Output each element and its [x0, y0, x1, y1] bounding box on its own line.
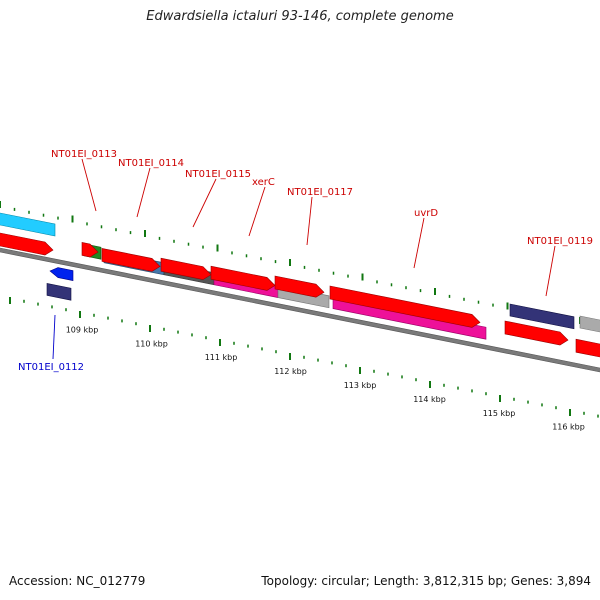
leader-uvrD [413, 217, 425, 269]
leader-NT01EI_0114 [136, 167, 151, 218]
cds-arrow-NT01EI_0115 [160, 257, 212, 280]
cds-arrow-0 [0, 232, 54, 256]
gene-label-NT01EI_0113: NT01EI_0113 [51, 149, 117, 160]
kbp-label: 111 kbp [205, 353, 238, 362]
cds-arrow-uvrD [329, 285, 481, 328]
kbp-label: 115 kbp [483, 409, 516, 418]
cds-arrow-right-edge [575, 338, 600, 358]
kbp-label: 112 kbp [274, 367, 307, 376]
cds-arrow-xerC [210, 265, 276, 291]
leader-NT01EI_0112 [52, 314, 56, 360]
kbp-label: 114 kbp [413, 395, 446, 404]
accession-label: Accession: NC_012779 [9, 574, 146, 588]
gene-label-NT01EI_0119: NT01EI_0119 [527, 236, 593, 247]
leader-NT01EI_0115 [192, 178, 217, 228]
gene-band-0 [0, 212, 56, 237]
cds-arrow-NT01EI_0113 [81, 242, 99, 258]
leader-NT01EI_0113 [81, 158, 97, 212]
gene-band-NT01EI_0119 [509, 303, 575, 330]
cds-arrow-NT01EI_0114 [101, 248, 161, 272]
leader-NT01EI_0119 [545, 245, 556, 297]
gene-label-NT01EI_0115: NT01EI_0115 [185, 169, 251, 180]
kbp-label: 109 kbp [66, 325, 99, 334]
gene-label-NT01EI_0112: NT01EI_0112 [18, 362, 84, 373]
gene-band-NT01EI_0112 [46, 283, 72, 301]
gene-label-xerC: xerC [252, 177, 275, 188]
genome-backbone [0, 247, 600, 373]
kbp-label: 116 kbp [552, 423, 585, 432]
gene-label-NT01EI_0117: NT01EI_0117 [287, 187, 353, 198]
figure-title: Edwardsiella ictaluri 93-146, complete g… [146, 9, 454, 24]
kbp-label: 110 kbp [135, 339, 168, 348]
leader-NT01EI_0117 [306, 196, 313, 246]
gene-label-uvrD: uvrD [414, 208, 438, 219]
kbp-label: 113 kbp [344, 381, 377, 390]
gene-label-NT01EI_0114: NT01EI_0114 [118, 158, 184, 169]
gene-band-right-edge [579, 315, 600, 333]
cds-arrow-NT01EI_0119 [504, 320, 569, 346]
cds-arrow-NT01EI_0112 [49, 267, 74, 281]
genome-summary-label: Topology: circular; Length: 3,812,315 bp… [261, 574, 591, 588]
cds-arrow-NT01EI_0117 [274, 275, 325, 298]
leader-xerC [248, 186, 266, 237]
